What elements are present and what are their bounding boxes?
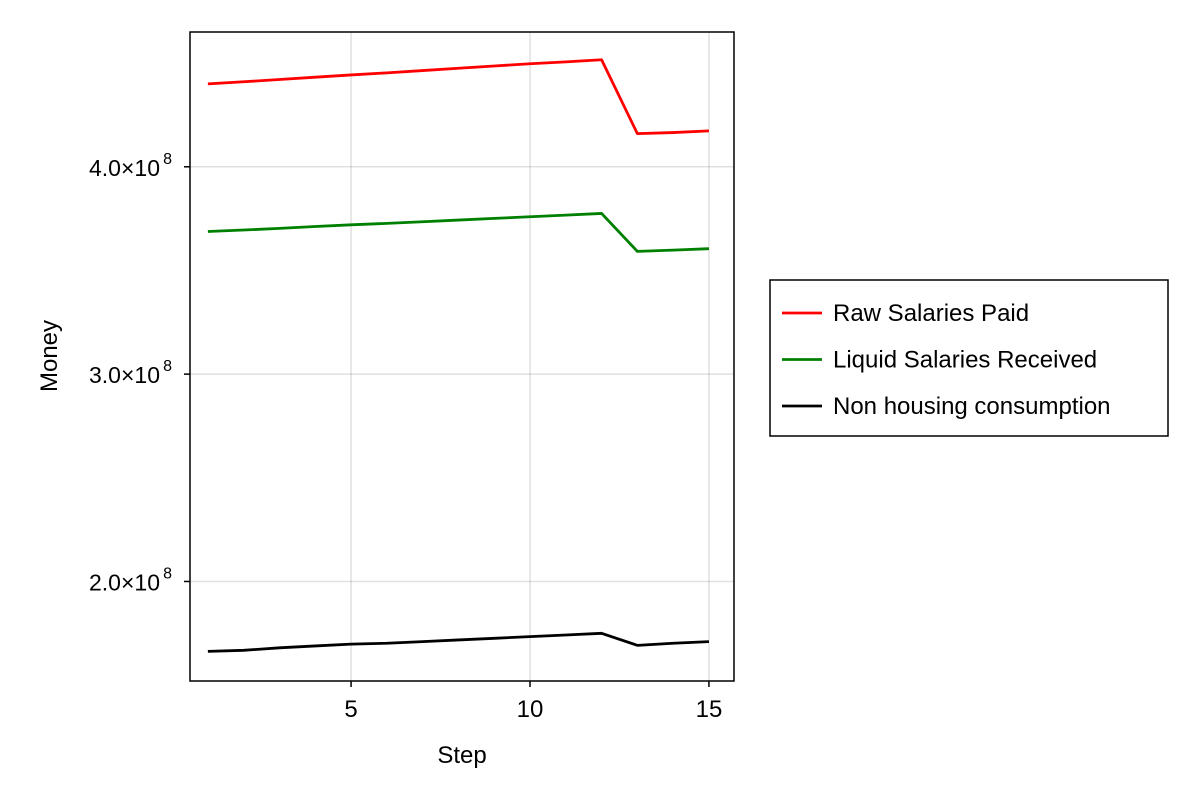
x-tick-label: 15 xyxy=(696,696,723,723)
x-tick-label: 5 xyxy=(344,696,357,723)
legend-label: Non housing consumption xyxy=(833,393,1111,420)
y-tick-exponent: 8 xyxy=(163,151,172,168)
x-tick-label: 10 xyxy=(517,696,544,723)
plot-frame xyxy=(189,31,735,682)
y-tick-times: ×10 xyxy=(121,569,160,595)
y-tick-exponent: 8 xyxy=(163,358,172,375)
y-tick-times: ×10 xyxy=(121,155,160,181)
y-tick-mantissa: 3.0 xyxy=(89,362,121,388)
y-tick-label: 3.0×10 xyxy=(89,362,160,388)
y-tick-mantissa: 4.0 xyxy=(89,155,121,181)
legend-box xyxy=(769,279,1169,437)
y-tick-exponent: 8 xyxy=(163,565,172,582)
legend: Raw Salaries Paid Liquid Salaries Receive… xyxy=(769,279,1169,437)
legend-label: Liquid Salaries Received xyxy=(833,347,1097,374)
y-tick-times: ×10 xyxy=(121,362,160,388)
series-line-3 xyxy=(207,631,710,653)
y-tick-label: 4.0×10 xyxy=(89,155,160,181)
series-line-1 xyxy=(207,58,710,136)
axis-ticks: 5 10 152.0×10 83.0×10 84.0×10 8 xyxy=(89,151,722,723)
x-axis-label: Step xyxy=(437,742,486,769)
y-axis-label: Money xyxy=(36,320,63,392)
legend-label: Raw Salaries Paid xyxy=(833,300,1029,327)
y-tick-label: 2.0×10 xyxy=(89,569,160,595)
gridlines xyxy=(190,32,734,681)
y-tick-mantissa: 2.0 xyxy=(89,569,121,595)
series-line-2 xyxy=(207,212,710,253)
series-lines xyxy=(207,58,710,653)
